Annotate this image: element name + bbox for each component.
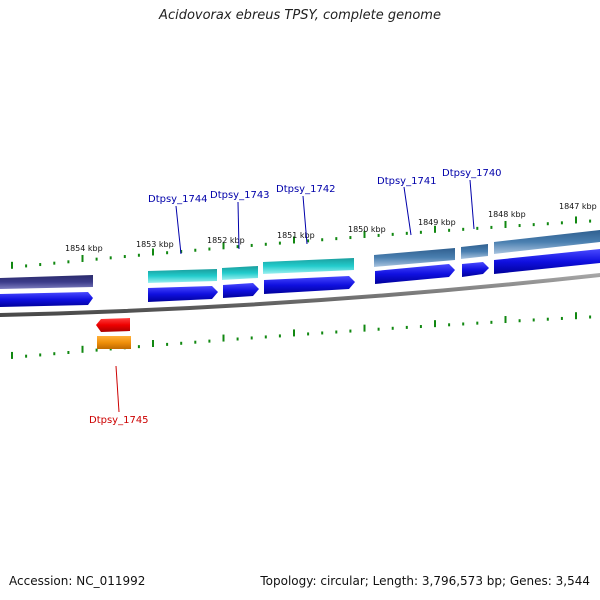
genome-summary-text: Topology: circular; Length: 3,796,573 bp… [260,574,590,588]
kbp-label: 1848 kbp [488,210,526,219]
leader-line [175,205,182,255]
steel-feature-dtpsy-1741[interactable] [374,248,455,267]
leader-line [403,186,412,236]
cds-arrow-dtpsy-1742[interactable] [264,276,355,294]
cds-arrow-dtpsy-1744[interactable] [148,286,218,302]
gene-label-dtpsy-1742[interactable]: Dtpsy_1742 [276,184,336,195]
gene-label-dtpsy-1744[interactable]: Dtpsy_1744 [148,194,208,205]
kbp-label: 1852 kbp [207,236,245,245]
accession-text: Accession: NC_011992 [9,574,146,588]
gene-label-dtpsy-1745[interactable]: Dtpsy_1745 [89,415,149,426]
gene-label-dtpsy-1741[interactable]: Dtpsy_1741 [377,176,437,187]
gene-label-dtpsy-1740[interactable]: Dtpsy_1740 [442,168,502,179]
teal-feature-dtpsy-1743[interactable] [222,266,258,280]
cds-arrow[interactable] [494,249,600,274]
gene-label-dtpsy-1743[interactable]: Dtpsy_1743 [210,190,270,201]
kbp-label: 1849 kbp [418,218,456,227]
teal-feature-dtpsy-1742[interactable] [263,258,354,274]
steel-feature-dtpsy-1740[interactable] [461,244,488,259]
genome-backbone [0,273,600,317]
steel-feature[interactable] [494,230,600,254]
kbp-label: 1851 kbp [277,231,315,240]
kbp-label: 1850 kbp [348,225,386,234]
leader-line [302,195,308,245]
leader-line [237,201,240,250]
cds-arrow[interactable] [0,292,93,307]
kbp-ticks-lower [11,312,592,359]
map-title: Acidovorax ebreus TPSY, complete genome [159,8,441,23]
cds-arrow-dtpsy-1741[interactable] [375,264,455,284]
cds-arrow-dtpsy-1740[interactable] [462,262,489,277]
reverse-cds-arrow-dtpsy-1745[interactable] [96,318,130,332]
orange-feature-dtpsy-1745[interactable] [97,336,131,349]
teal-feature-dtpsy-1744[interactable] [148,269,217,283]
kbp-label: 1854 kbp [65,244,103,253]
leader-line [469,179,475,230]
cds-arrow-dtpsy-1743[interactable] [223,283,259,298]
kbp-ticks-upper [11,216,592,269]
navy-feature[interactable] [0,275,93,289]
kbp-label: 1853 kbp [136,240,174,249]
leader-line [115,365,120,413]
kbp-label: 1847 kbp [559,202,597,211]
